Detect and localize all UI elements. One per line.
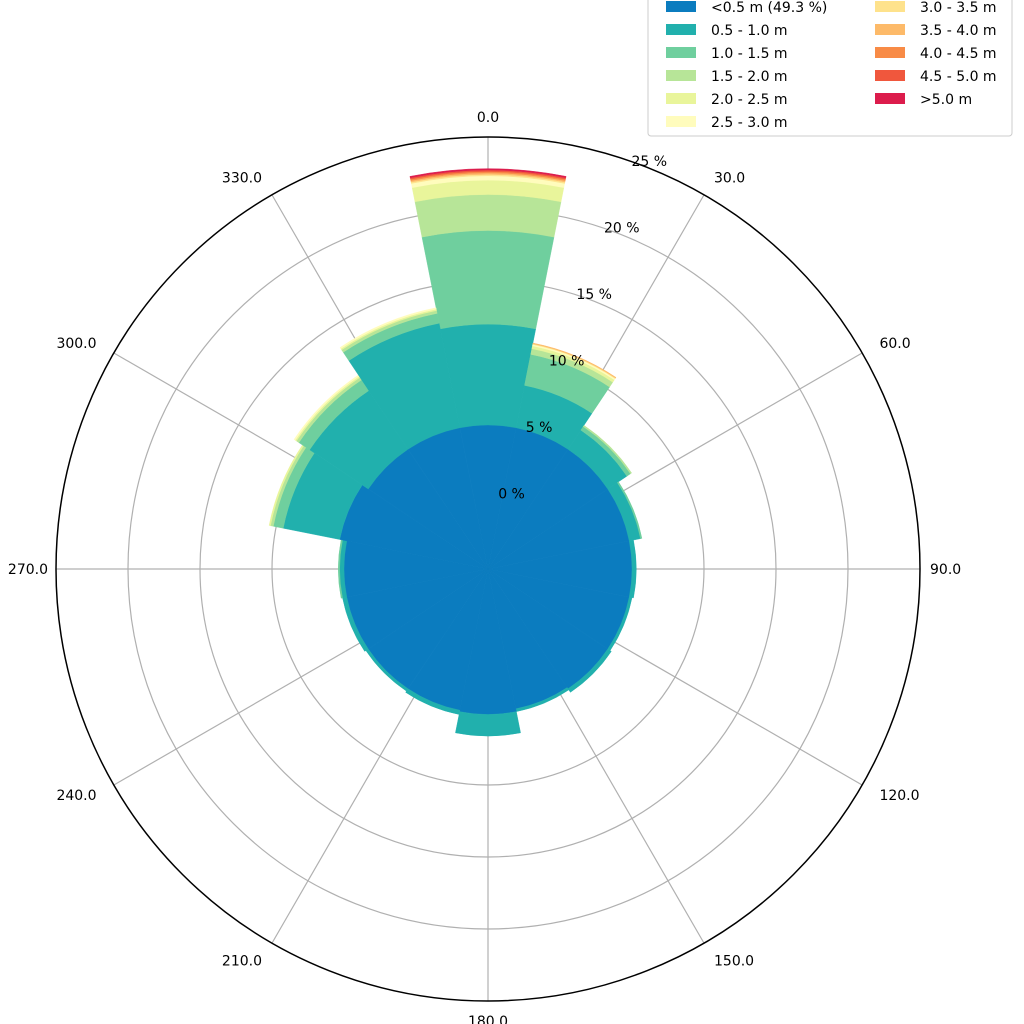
radial-tick-label: 25 % <box>632 154 668 170</box>
angle-tick-label: 330.0 <box>222 171 262 187</box>
angle-tick-label: 30.0 <box>714 171 745 187</box>
legend-swatch <box>875 1 905 12</box>
legend-label: 2.0 - 2.5 m <box>711 92 788 108</box>
legend-label: 0.5 - 1.0 m <box>711 23 788 39</box>
legend-label: 3.5 - 4.0 m <box>920 23 997 39</box>
sector-bar-segment <box>455 711 521 737</box>
radial-tick-labels: 0 % 5 % 10 % 15 % 20 % 25 % <box>498 154 667 503</box>
sector-bar-segment <box>414 194 562 238</box>
radial-tick-label: 0 % <box>498 486 525 502</box>
radial-tick-label: 20 % <box>604 220 640 236</box>
legend-swatch <box>666 116 696 127</box>
legend-swatch <box>875 93 905 104</box>
polar-outer-frame <box>55 136 921 1002</box>
legend-swatch <box>875 70 905 81</box>
sector-bar-segment <box>582 425 632 475</box>
legend-label: <0.5 m (49.3 %) <box>711 0 827 16</box>
radial-tick-label: 5 % <box>526 420 553 436</box>
angle-tick-label: 240.0 <box>56 788 96 804</box>
legend: <0.5 m (49.3 %) 0.5 - 1.0 m 1.0 - 1.5 m 1.5… <box>647 0 1013 137</box>
legend-label: 4.0 - 4.5 m <box>920 46 997 62</box>
legend-swatch <box>666 1 696 12</box>
angle-tick-label: 60.0 <box>879 336 910 352</box>
legend-label: 4.5 - 5.0 m <box>920 69 997 85</box>
radial-tick-label: 15 % <box>576 287 612 303</box>
legend-swatch <box>875 47 905 58</box>
sector-bar-segment <box>617 481 643 539</box>
legend-label: 1.5 - 2.0 m <box>711 69 788 85</box>
radial-tick-label: 10 % <box>549 353 585 369</box>
angle-tick-label: 210.0 <box>222 953 262 969</box>
sector-bar-segment <box>532 342 617 379</box>
angular-tick-labels: 0.0 30.0 60.0 90.0 120.0 150.0 180.0 210.0 240.0… <box>8 110 961 1024</box>
legend-swatch <box>666 47 696 58</box>
windrose-bars <box>268 168 643 737</box>
legend-label: >5.0 m <box>920 92 972 108</box>
polar-frame <box>55 136 921 1002</box>
sector-bar-segment <box>421 230 555 330</box>
legend-swatch <box>875 24 905 35</box>
angle-tick-label: 300.0 <box>56 336 96 352</box>
sector-bar-segment <box>339 307 437 349</box>
angle-tick-label: 180.0 <box>468 1014 508 1024</box>
legend-swatch <box>666 24 696 35</box>
legend-swatch <box>666 93 696 104</box>
legend-label: 2.5 - 3.0 m <box>711 115 788 131</box>
legend-label: 1.0 - 1.5 m <box>711 46 788 62</box>
legend-box <box>647 0 1013 137</box>
angle-tick-label: 150.0 <box>714 953 754 969</box>
angle-tick-label: 90.0 <box>930 562 961 578</box>
sector-bar-segment <box>409 168 567 179</box>
legend-label: 3.0 - 3.5 m <box>920 0 997 16</box>
angle-tick-label: 120.0 <box>879 788 919 804</box>
angle-tick-label: 0.0 <box>477 110 499 126</box>
legend-swatch <box>666 70 696 81</box>
angle-tick-label: 270.0 <box>8 562 48 578</box>
